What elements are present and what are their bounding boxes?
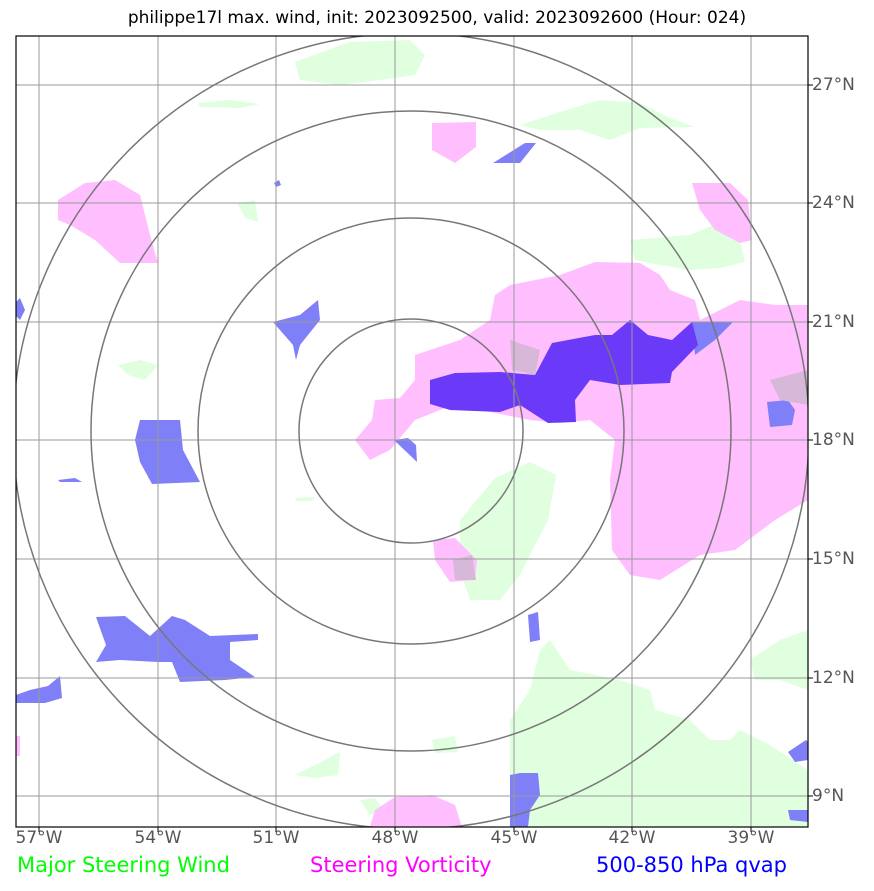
- lon-label-57w: 57°W: [15, 828, 63, 848]
- overlap-contours: [453, 340, 808, 580]
- map-frame: [15, 35, 809, 828]
- lon-label-54w: 54°W: [134, 828, 182, 848]
- steering-wind-contours: [118, 40, 808, 827]
- tick-marks: [38, 84, 813, 832]
- lat-label-27n: 27°N: [812, 75, 855, 95]
- lat-label-18n: 18°N: [812, 430, 855, 450]
- lon-label-48w: 48°W: [371, 828, 419, 848]
- range-rings: [16, 36, 808, 827]
- lat-label-12n: 12°N: [812, 668, 855, 688]
- legend-qvap: 500-850 hPa qvap: [596, 853, 787, 877]
- lat-label-24n: 24°N: [812, 193, 855, 213]
- map-title: philippe17l max. wind, init: 2023092500,…: [127, 8, 747, 28]
- graticule: [16, 36, 808, 827]
- legend-steering-vorticity: Steering Vorticity: [310, 853, 492, 877]
- lat-label-15n: 15°N: [812, 549, 855, 569]
- lon-label-45w: 45°W: [490, 828, 538, 848]
- legend-steering-wind: Major Steering Wind: [17, 853, 230, 877]
- lon-label-51w: 51°W: [252, 828, 300, 848]
- qvap-core-contours: [430, 320, 698, 423]
- lon-label-42w: 42°W: [608, 828, 656, 848]
- lat-label-9n: 9°N: [812, 786, 845, 806]
- lat-label-21n: 21°N: [812, 312, 855, 332]
- lon-label-39w: 39°W: [727, 828, 775, 848]
